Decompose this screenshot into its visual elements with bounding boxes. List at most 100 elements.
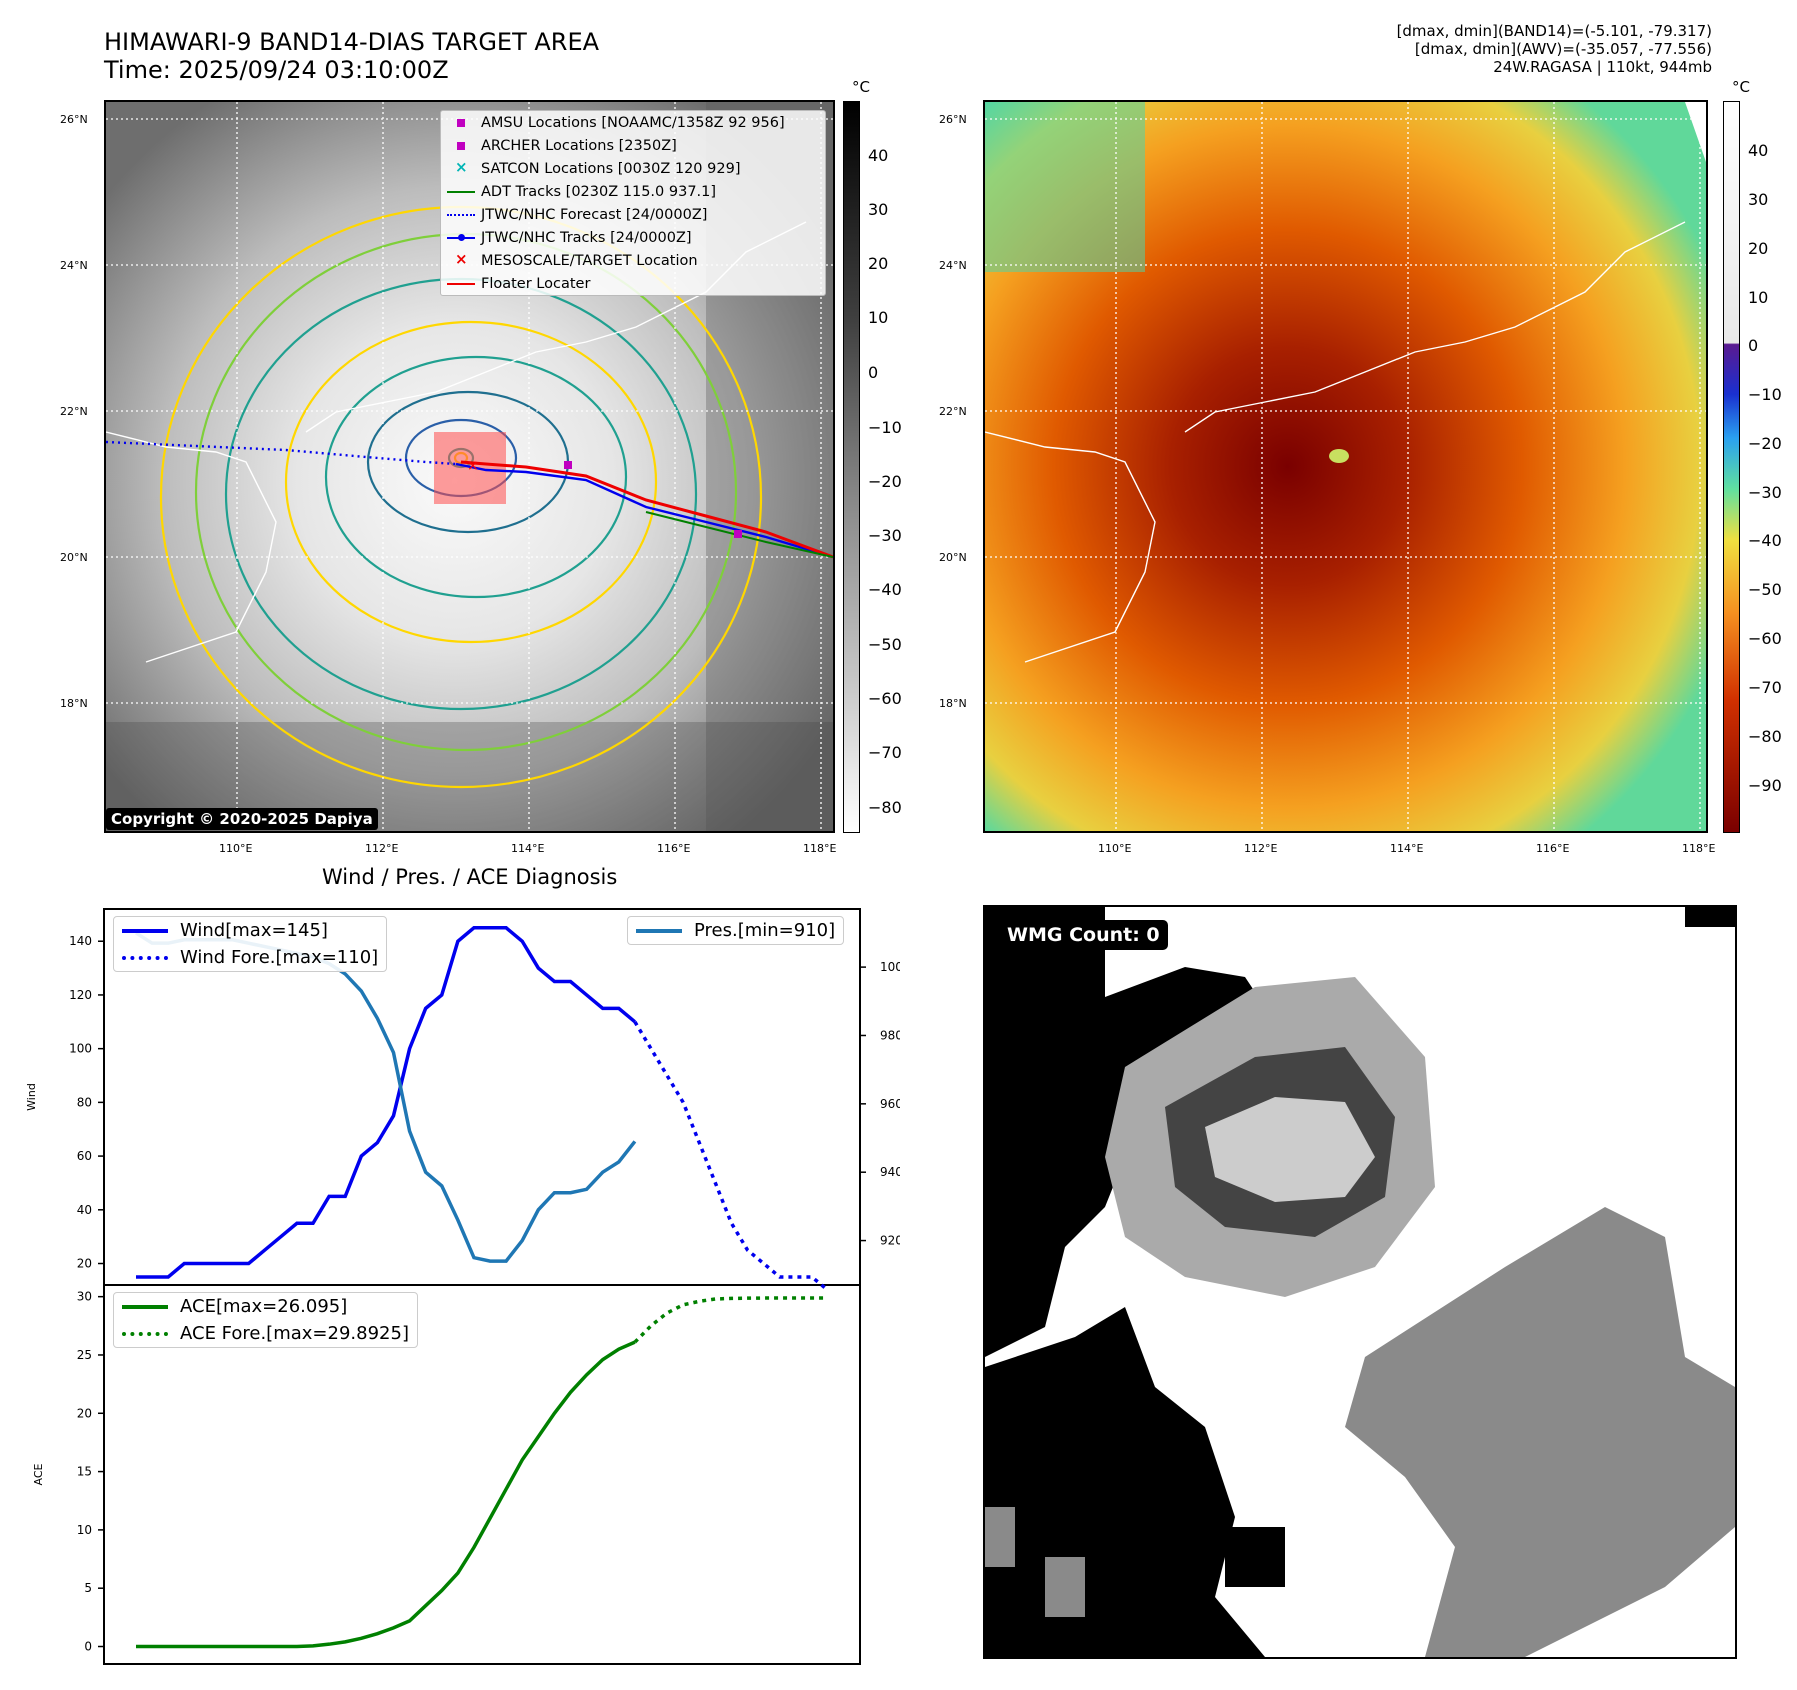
ace-tick-label: 25 bbox=[77, 1348, 92, 1362]
colorbar-tick-label: −80 bbox=[1748, 727, 1782, 746]
wind-tick-label: 140 bbox=[69, 934, 92, 948]
colorbar-tick-label: −30 bbox=[868, 526, 902, 545]
map-legend-symbol bbox=[441, 180, 481, 203]
pressure-tick-label: 960 bbox=[880, 1097, 900, 1111]
band14-map[interactable]: × AMSU Locations [NOAAMC/1358Z 92 956] AR… bbox=[104, 100, 835, 833]
ace-tick-label: 0 bbox=[84, 1640, 92, 1654]
map-legend-label: Floater Locater bbox=[481, 275, 591, 292]
lon-tick-label: 112°E bbox=[365, 842, 399, 855]
colorbar-tick-label: −20 bbox=[868, 472, 902, 491]
awv-coastline bbox=[985, 221, 1686, 663]
map-legend-item: JTWC/NHC Forecast [24/0000Z] bbox=[441, 203, 825, 226]
lon-tick-label: 116°E bbox=[657, 842, 691, 855]
map-legend-item: AMSU Locations [NOAAMC/1358Z 92 956] bbox=[441, 111, 825, 134]
pressure-tick-label: 1000 bbox=[880, 960, 900, 974]
awv-colorbar bbox=[1723, 101, 1740, 833]
colorbar-tick-label: 0 bbox=[1748, 336, 1759, 355]
colorbar-tick-label: −70 bbox=[868, 743, 902, 762]
wmg-gray-sw2 bbox=[1045, 1557, 1085, 1617]
pressure-legend-item: Pres.[min=910] bbox=[628, 917, 843, 944]
lon-tick-label: 110°E bbox=[219, 842, 253, 855]
awv-map[interactable] bbox=[983, 100, 1708, 833]
colorbar-tick-label: 40 bbox=[1748, 141, 1769, 160]
colorbar-tick-label: 10 bbox=[868, 308, 889, 327]
map-legend-item: × SATCON Locations [0030Z 120 929] bbox=[441, 157, 825, 180]
map-legend-symbol bbox=[441, 226, 481, 249]
wind-legend-label: Wind[max=145] bbox=[180, 920, 328, 941]
map-legend-symbol: × bbox=[455, 158, 468, 176]
ace-legend: ACE[max=26.095] ACE Fore.[max=29.8925] bbox=[113, 1292, 418, 1348]
wind-legend-swatch bbox=[122, 928, 168, 933]
ace-legend-swatch bbox=[122, 1304, 168, 1309]
wmg-eye bbox=[1205, 1097, 1375, 1202]
map-legend-label: ARCHER Locations [2350Z] bbox=[481, 137, 677, 154]
wmg-count-badge: WMG Count: 0 bbox=[999, 920, 1168, 950]
wind-legend-item: Wind[max=145] bbox=[114, 917, 386, 944]
colorbar-tick-label: −50 bbox=[868, 635, 902, 654]
wind-tick-label: 100 bbox=[69, 1042, 92, 1056]
lat-tick-label: 24°N bbox=[60, 259, 88, 272]
colorbar-tick-label: −30 bbox=[1748, 483, 1782, 502]
map-legend-symbol bbox=[441, 134, 481, 157]
map-legend-label: JTWC/NHC Forecast [24/0000Z] bbox=[481, 206, 708, 223]
awv-moist-nw bbox=[985, 102, 1145, 272]
series-line-1 bbox=[633, 1020, 830, 1292]
jtwc-track bbox=[455, 462, 833, 559]
lat-tick-label: 22°N bbox=[60, 405, 88, 418]
colorbar-tick-label: −10 bbox=[1748, 385, 1782, 404]
map-legend-label: ADT Tracks [0230Z 115.0 937.1] bbox=[481, 183, 717, 200]
figure-title: HIMAWARI-9 BAND14-DIAS TARGET AREA bbox=[104, 28, 600, 56]
wmg-gray-sw bbox=[985, 1507, 1015, 1567]
lat-tick-label: 22°N bbox=[939, 405, 967, 418]
ace-fore-legend-item: ACE Fore.[max=29.8925] bbox=[114, 1320, 417, 1347]
ace-tick-label: 10 bbox=[77, 1523, 92, 1537]
awv-nodata-corner bbox=[1685, 102, 1706, 162]
ace-axis-label: ACE bbox=[32, 1463, 45, 1485]
wind-tick-label: 120 bbox=[69, 988, 92, 1002]
ace-series-line-0 bbox=[136, 1340, 636, 1649]
lon-tick-label: 114°E bbox=[1390, 842, 1424, 855]
pressure-tick-label: 940 bbox=[880, 1165, 900, 1179]
colorbar-tick-label: −20 bbox=[1748, 434, 1782, 453]
wmg-gray-se bbox=[1345, 1207, 1735, 1657]
info-awv: [dmax, dmin](AWV)=(-35.057, -77.556) bbox=[1414, 40, 1712, 58]
lon-tick-label: 116°E bbox=[1536, 842, 1570, 855]
lon-tick-label: 118°E bbox=[803, 842, 837, 855]
colorbar-tick-label: 20 bbox=[868, 254, 889, 273]
pressure-legend-label: Pres.[min=910] bbox=[694, 920, 836, 941]
lat-tick-label: 26°N bbox=[60, 113, 88, 126]
awv-map-svg bbox=[985, 102, 1706, 831]
colorbar-tick-label: −70 bbox=[1748, 678, 1782, 697]
wind-tick-label: 60 bbox=[77, 1149, 92, 1163]
colorbar-tick-label: −40 bbox=[1748, 531, 1782, 550]
wmg-black-ne bbox=[1685, 907, 1735, 927]
lat-tick-label: 26°N bbox=[939, 113, 967, 126]
jtwc-forecast-track bbox=[106, 440, 457, 466]
lon-tick-label: 118°E bbox=[1682, 842, 1716, 855]
ace-fore-legend-label: ACE Fore.[max=29.8925] bbox=[180, 1323, 409, 1344]
diagnosis-title: Wind / Pres. / ACE Diagnosis bbox=[322, 865, 618, 889]
wmg-svg bbox=[985, 907, 1735, 1657]
figure-info: [dmax, dmin](BAND14)=(-5.101, -79.317) [… bbox=[1397, 22, 1712, 76]
figure-time: Time: 2025/09/24 03:10:00Z bbox=[104, 56, 449, 84]
lat-tick-label: 24°N bbox=[939, 259, 967, 272]
wind-legend: Wind[max=145] Wind Fore.[max=110] bbox=[113, 916, 388, 972]
map-legend-symbol: × bbox=[455, 250, 468, 268]
pressure-tick-label: 920 bbox=[880, 1234, 900, 1248]
colorbar-tick-label: −60 bbox=[868, 689, 902, 708]
colorbar-tick-label: 10 bbox=[1748, 288, 1769, 307]
ace-tick-label: 15 bbox=[77, 1465, 92, 1479]
map-legend-item: JTWC/NHC Tracks [24/0000Z] bbox=[441, 226, 825, 249]
floater-locater-track bbox=[460, 460, 833, 559]
lon-tick-label: 110°E bbox=[1098, 842, 1132, 855]
lat-tick-label: 20°N bbox=[939, 551, 967, 564]
colorbar-tick-label: 30 bbox=[868, 200, 889, 219]
map-legend-item: Floater Locater bbox=[441, 272, 825, 295]
ace-fore-legend-swatch bbox=[122, 1331, 168, 1336]
wind-fore-legend-item: Wind Fore.[max=110] bbox=[114, 944, 386, 971]
amsu-marker bbox=[564, 461, 572, 469]
colorbar-tick-label: −80 bbox=[868, 798, 902, 817]
colorbar-tick-label: −10 bbox=[868, 418, 902, 437]
series-line-0 bbox=[136, 926, 637, 1279]
wmg-panel[interactable]: WMG Count: 0 bbox=[983, 905, 1737, 1659]
